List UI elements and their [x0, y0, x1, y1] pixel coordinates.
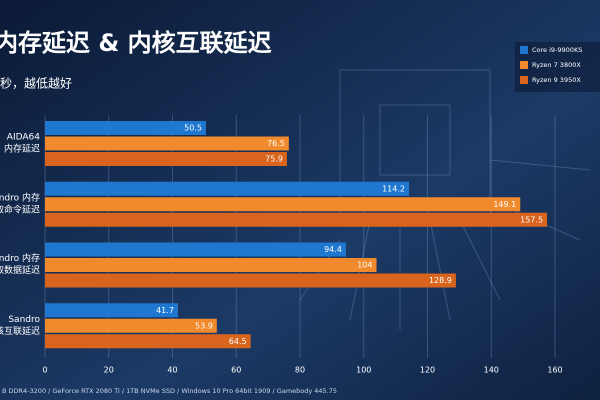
legend-swatch: [520, 61, 528, 69]
x-tick-label: 20: [104, 366, 114, 375]
data-label: 94.4: [324, 245, 342, 254]
data-label: 41.7: [156, 306, 174, 315]
legend-label: Ryzen 7 3800X: [532, 61, 581, 69]
bar: [45, 242, 346, 257]
data-label: 157.5: [520, 215, 543, 224]
bar: [45, 318, 217, 333]
data-label: 53.9: [195, 321, 213, 330]
y-tick-label: Sandro: [8, 315, 40, 325]
legend-label: Ryzen 9 3950X: [532, 76, 581, 84]
y-tick-label: 取数据延迟: [0, 264, 40, 276]
y-tick-label: AIDA64: [7, 133, 40, 143]
x-tick-label: 140: [484, 366, 499, 375]
chart-subtitle: 秒，越低越好: [0, 77, 72, 91]
y-tick-label: 核互联延迟: [0, 325, 40, 337]
bar: [45, 258, 377, 272]
bar: [45, 121, 206, 135]
bar: [45, 273, 456, 288]
legend-swatch: [520, 76, 528, 84]
x-tick-label: 0: [42, 366, 47, 375]
data-label: 50.5: [184, 124, 202, 133]
legend-swatch: [520, 46, 528, 54]
legend-label: Core i9-9900KS: [532, 46, 582, 54]
footnote: B DDR4-3200 / GeForce RTX 2080 Ti / 1TB …: [2, 387, 337, 395]
x-tick-label: 160: [547, 366, 562, 375]
data-label: 149.1: [493, 200, 516, 209]
data-label: 114.2: [382, 184, 405, 193]
y-tick-label: 内存延迟: [4, 143, 40, 155]
data-label: 64.5: [229, 337, 247, 346]
data-label: 128.9: [429, 276, 452, 285]
x-tick-label: 80: [295, 366, 305, 375]
bar: [45, 136, 289, 151]
x-tick-label: 120: [420, 366, 435, 375]
x-tick-label: 40: [167, 366, 177, 375]
bar: [45, 181, 410, 196]
legend-box: [515, 42, 600, 92]
bar: [45, 303, 178, 318]
x-tick-label: 100: [356, 366, 371, 375]
x-tick-label: 60: [231, 366, 241, 375]
bar: [45, 334, 251, 349]
bar: [45, 152, 287, 166]
y-tick-label: 取命令延迟: [0, 203, 40, 215]
data-label: 75.9: [265, 155, 283, 164]
y-tick-label: andro 内存: [0, 252, 40, 264]
chart-title: 内存延迟 & 内核互联延迟: [0, 29, 272, 57]
data-label: 104: [357, 261, 372, 270]
bar: [45, 212, 548, 227]
data-label: 76.5: [267, 139, 285, 148]
y-tick-label: andro 内存: [0, 191, 40, 203]
bar: [45, 197, 521, 212]
